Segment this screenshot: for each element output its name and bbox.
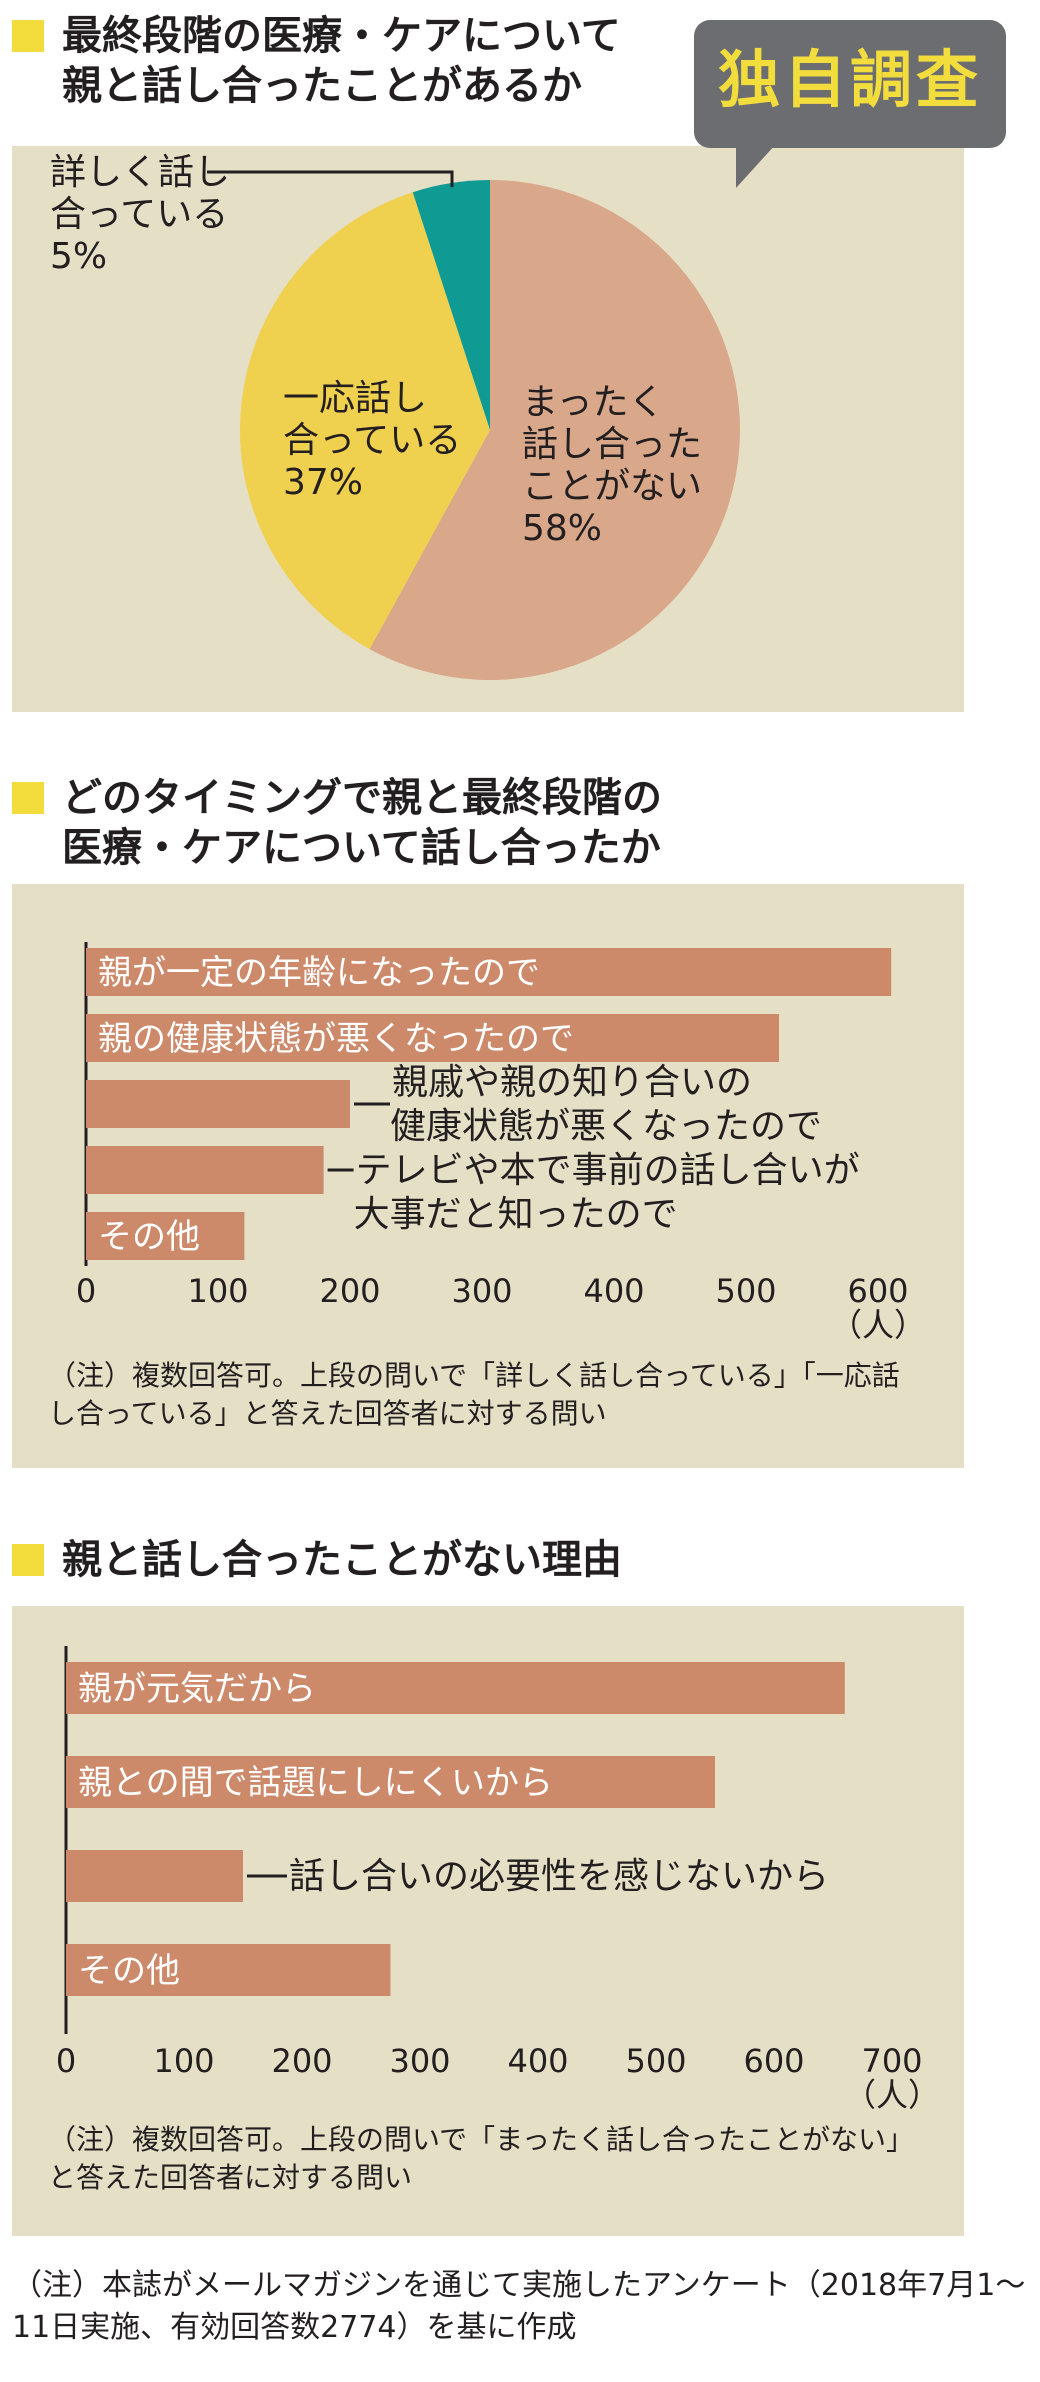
bar2-bar-label: 親が元気だから xyxy=(78,1669,316,1709)
pie-leader-line xyxy=(207,170,454,188)
bar1-note-line-1: （注）複数回答可。上段の問いで「詳しく話し合っている」「一応話 xyxy=(48,1359,900,1392)
pie-label-somewhat-line-2: 合っている xyxy=(283,420,462,461)
bar2-title: 親と話し合ったことがない理由 xyxy=(62,1537,622,1583)
bar2-bar xyxy=(66,1944,391,1996)
bar1-callout-label: 親戚や親の知り合いの xyxy=(392,1062,752,1103)
pie-label-somewhat-line-1: 一応話し xyxy=(283,378,428,419)
pie-label-somewhat-pct: 37% xyxy=(283,462,364,503)
bar1-note-line-2: し合っている」と答えた回答者に対する問い xyxy=(48,1397,607,1430)
pie-slice-never xyxy=(369,180,741,680)
pie-title-line-2: 親と話し合ったことがあるか xyxy=(62,63,582,109)
bar1-bar-label: その他 xyxy=(98,1217,200,1257)
bar2-tick-label: 600 xyxy=(743,2042,804,2080)
bar1-callout-label: テレビや本で事前の話し合いが xyxy=(356,1150,860,1191)
bar2-bar xyxy=(66,1850,243,1902)
section-marker xyxy=(12,782,44,814)
bar2-tick-label: 500 xyxy=(625,2042,686,2080)
bar1-title-line-2: 医療・ケアについて話し合ったか xyxy=(62,825,661,871)
footer-note-line-2: 11日実施、有効回答数2774）を基に作成 xyxy=(12,2310,577,2345)
bar1-unit-label: （人） xyxy=(830,1306,926,1344)
pie-label-never-line-1: まったく xyxy=(522,382,665,423)
pie-label-never-pct: 58% xyxy=(522,508,603,549)
bar2-tick-label: 700 xyxy=(861,2042,922,2080)
bar2-bar xyxy=(66,1756,715,1808)
pie-label-never-line-3: ことがない xyxy=(522,466,703,507)
bar1-bar xyxy=(86,1146,324,1194)
bar2-unit-label: （人） xyxy=(844,2076,940,2114)
bar2-bar-label: 親との間で話題にしにくいから xyxy=(78,1763,553,1803)
bar2-note-line-1: （注）複数回答可。上段の問いで「まったく話し合ったことがない」 xyxy=(48,2123,915,2156)
badge-bubble xyxy=(694,20,1006,148)
pie-label-detailed-line-2: 合っている xyxy=(50,194,229,235)
bar2-bar xyxy=(66,1662,845,1714)
bar1-callout-label: 健康状態が悪くなったので xyxy=(390,1106,822,1147)
bar2-tick-label: 200 xyxy=(271,2042,332,2080)
pie-label-detailed-pct: 5% xyxy=(50,236,108,277)
badge-text: 独自調査 xyxy=(717,43,982,116)
bar1-bar-label: 親が一定の年齢になったので xyxy=(98,953,540,993)
bar1-title-line-1: どのタイミングで親と最終段階の xyxy=(62,775,662,821)
bar2-callout-label: 話し合いの必要性を感じないから xyxy=(289,1856,829,1897)
bar1-tick-label: 100 xyxy=(187,1272,248,1310)
bar2-tick-label: 300 xyxy=(389,2042,450,2080)
section-marker xyxy=(12,1544,44,1576)
pie-label-never-line-2: 話し合った xyxy=(522,424,703,465)
bar1-bar xyxy=(86,1212,245,1260)
bar2-bar-label: その他 xyxy=(78,1951,180,1991)
pie-title-line-1: 最終段階の医療・ケアについて xyxy=(62,13,621,59)
pie-label-detailed-line-1: 詳しく話し xyxy=(50,152,231,193)
bar2-tick-label: 100 xyxy=(153,2042,214,2080)
bar1-bar xyxy=(86,1014,779,1062)
bar1-tick-label: 300 xyxy=(451,1272,512,1310)
bar1-callout-label: 大事だと知ったので xyxy=(354,1194,678,1235)
pie-slice-somewhat xyxy=(240,192,490,650)
bar1-bar xyxy=(86,948,892,996)
bar2-tick-label: 0 xyxy=(56,2042,76,2080)
bar1-bar-label: 親の健康状態が悪くなったので xyxy=(98,1019,574,1059)
bar1-tick-label: 500 xyxy=(715,1272,776,1310)
pie-slice-detailed xyxy=(412,180,490,430)
footer-note-line-1: （注）本誌がメールマガジンを通じて実施したアンケート（2018年7月1～ xyxy=(12,2268,1026,2303)
bar1-tick-label: 200 xyxy=(319,1272,380,1310)
bar2-tick-label: 400 xyxy=(507,2042,568,2080)
bar2-note-line-2: と答えた回答者に対する問い xyxy=(48,2161,413,2194)
bar1-bar xyxy=(86,1080,350,1128)
section-marker xyxy=(12,20,44,52)
bar1-tick-label: 0 xyxy=(76,1272,96,1310)
bar1-tick-label: 400 xyxy=(583,1272,644,1310)
bar1-tick-label: 600 xyxy=(847,1272,908,1310)
badge-bubble-tail xyxy=(736,144,776,188)
